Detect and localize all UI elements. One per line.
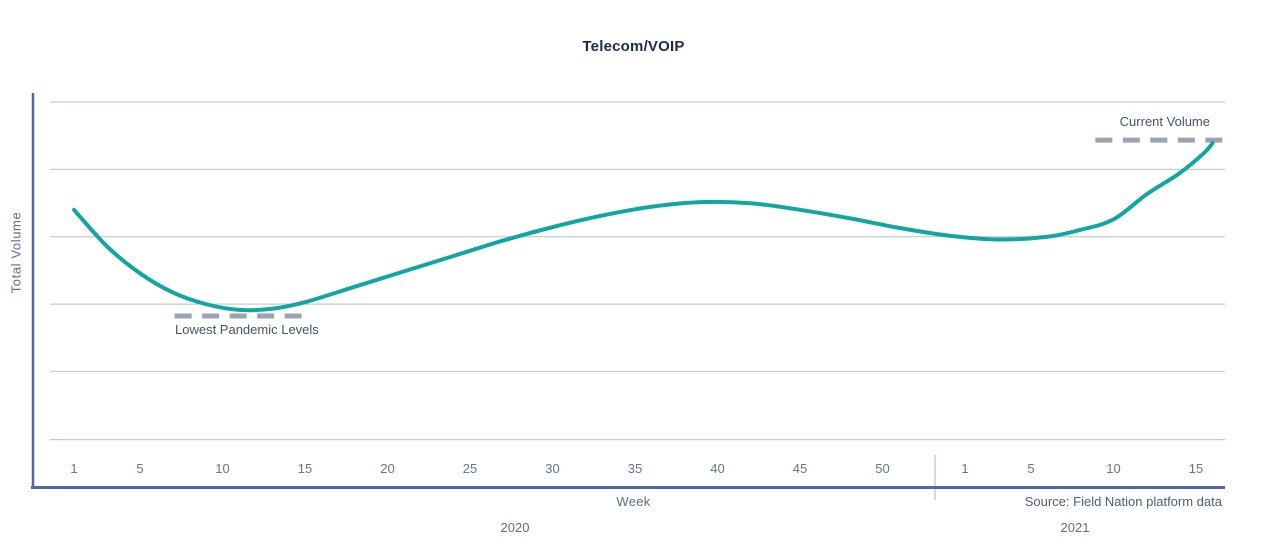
x-tick-label: 1 <box>961 461 969 476</box>
x-tick-label: 15 <box>1188 461 1204 476</box>
year-label-2020: 2020 <box>500 520 530 535</box>
x-tick-label: 50 <box>875 461 890 476</box>
x-tick-label: 1 <box>70 461 78 476</box>
year-label-2021: 2021 <box>1060 520 1090 535</box>
x-tick-label: 10 <box>1106 461 1121 476</box>
x-tick-label: 5 <box>136 461 144 476</box>
current-volume-annotation-label: Current Volume <box>1119 114 1210 129</box>
source-note: Source: Field Nation platform data <box>1024 494 1222 509</box>
x-tick-label: 15 <box>297 461 313 476</box>
page-title: Telecom/VOIP <box>582 38 685 55</box>
x-axis-label: Week <box>616 494 651 509</box>
x-tick-label: 20 <box>380 461 395 476</box>
x-tick-label: 10 <box>215 461 230 476</box>
lowest-pandemic-annotation-label: Lowest Pandemic Levels <box>175 322 319 337</box>
total-volume-line <box>72 141 1215 313</box>
x-tick-label: 25 <box>462 461 478 476</box>
x-tick-label: 35 <box>627 461 643 476</box>
x-tick-label: 45 <box>792 461 808 476</box>
x-tick-label: 30 <box>545 461 560 476</box>
x-tick-label: 40 <box>710 461 725 476</box>
x-tick-label: 5 <box>1027 461 1035 476</box>
